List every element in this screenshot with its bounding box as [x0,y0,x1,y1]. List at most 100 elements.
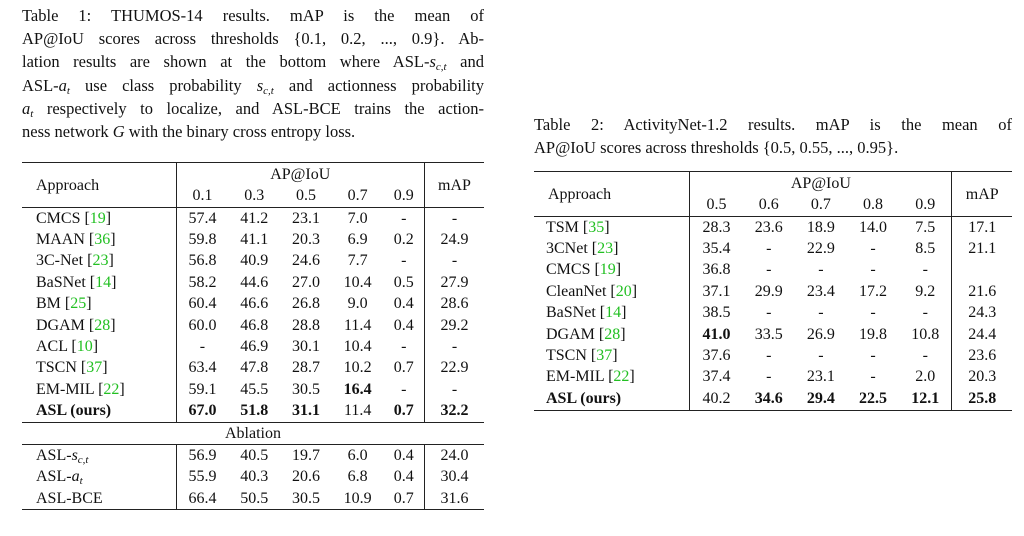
cell-value: - [766,240,772,258]
ap-value: 20.6 [280,467,332,488]
table-row: TSCN [37] 63.4 47.8 28.7 10.2 0.7 22.9 [22,357,484,380]
cell-value: 55.9 [188,468,217,486]
ap-value: - [847,238,899,259]
cell-value: 17.1 [968,218,997,236]
threshold-0.5: 0.5 [689,194,743,217]
cell-value: 37.1 [702,282,731,300]
caption-line: ness network G with the binary cross ent… [22,120,484,143]
cell-value: 24.9 [440,231,469,249]
map-value: 29.2 [423,314,484,337]
ap-value: 35.4 [690,238,743,259]
cell-value: 10.4 [343,273,372,291]
approach-name: MAAN [36] [22,229,177,251]
caption-text: lation results are shown at the bottom w… [22,52,430,72]
ablation-label: Ablation [22,422,484,446]
cell-value: 56.9 [188,446,217,464]
ap-value: 10.2 [332,358,384,379]
cell-value: 28.8 [291,316,320,334]
ap-value: 22.9 [795,238,847,259]
bold-value: 67.0 [188,402,216,419]
cell-value: 41.2 [240,209,269,227]
map-value: 22.9 [423,357,484,380]
map-value: 20.3 [951,366,1012,389]
caption-text: with the binary cross entropy loss. [124,122,356,142]
ap-value: - [847,260,899,281]
bold-value: 31.1 [292,402,320,419]
ap-value: - [384,251,425,272]
approach-name: TSCN [37] [534,345,691,367]
cell-value: 41.1 [240,231,269,249]
cell-value: - [870,240,876,258]
ap-value: - [847,367,899,388]
method-name: EM-MIL [36,380,95,398]
ap-value: 47.8 [228,358,280,379]
caption-line: lation results are shown at the bottom w… [22,50,484,73]
ap-value: - [384,379,425,400]
ap-value: 66.4 [176,488,229,511]
ap-value: 7.0 [332,208,384,230]
ap-value: 30.1 [280,336,332,357]
citation-ref: 25 [70,295,87,313]
table-row: CMCS [19] 36.8 - - - - [534,259,1012,282]
cell-value: 20.3 [291,231,320,249]
citation-ref: 37 [596,347,613,365]
caption-line: Table 1: THUMOS-14 results. mAP is the m… [22,4,484,27]
cell-value: 59.8 [188,231,217,249]
approach-header: Approach [534,171,691,217]
cell-value: - [766,347,772,365]
cell-value: 29.4 [806,389,835,407]
citation-ref: 28 [94,316,111,334]
threshold-0.6: 0.6 [742,194,795,217]
citation-ref: 37 [86,359,103,377]
ap-value: - [847,345,899,366]
cell-value: 40.5 [240,446,269,464]
cell-value: 23.4 [806,282,835,300]
header-row: Approach AP@IoU mAP [22,162,484,208]
cell-value: 58.2 [188,273,217,291]
cell-value: 22.9 [806,240,835,258]
method-name: ASL- [36,446,72,464]
map-header: mAP [423,162,484,208]
cell-value: 25.8 [968,389,997,407]
ap-value: 28.8 [280,315,332,336]
ap-value: 17.2 [847,281,899,302]
ap-value: 59.1 [176,379,228,400]
ap-value: 41.2 [228,208,280,230]
ap-value: 33.5 [743,324,795,345]
ap-value: 23.1 [280,208,332,230]
ap-value: 9.2 [899,281,952,302]
cell-value: 21.6 [968,282,997,300]
cell-value: - [401,380,407,398]
ap-value: 44.6 [228,272,280,293]
approach-name: TSCN [37] [22,357,177,380]
approach-name: CleanNet [20] [534,281,691,303]
ap-value: 23.6 [743,217,795,239]
cell-value: 51.8 [240,402,269,420]
ap-value: 23.4 [795,281,847,302]
ap-value: 7.5 [899,217,952,239]
math-subscript: t [79,475,83,488]
math-symbol: a [22,98,31,118]
ap-value: 51.8 [228,400,281,423]
cell-value: 23.1 [806,368,835,386]
ablation-header-row: Ablation [22,422,484,446]
table-row: EM-MIL [22] 59.1 45.5 30.5 16.4 - - [22,379,484,401]
approach-name: EM-MIL [22] [22,379,177,401]
map-value: 31.6 [423,488,484,511]
method-name: BaSNet [546,304,596,322]
ap-value: 0.4 [384,294,425,315]
caption-line: ASL-at use class probability sc,t and ac… [22,74,484,97]
cell-value: 23.1 [291,209,320,227]
map-value: 24.0 [423,444,484,467]
cell-value: 22.9 [440,359,469,377]
table-row: DGAM [28] 41.0 33.5 26.9 19.8 10.8 24.4 [534,323,1012,346]
caption-text: Table 2: ActivityNet-1.2 results. mAP is… [534,115,1012,134]
method-name: CMCS [36,209,81,227]
cell-value: 7.0 [347,209,368,227]
cell-value: 0.4 [393,316,414,334]
citation-ref: 23 [92,252,109,270]
ap-value: - [176,336,228,357]
cell-value: 24.0 [440,446,469,464]
ap-value: - [795,303,847,324]
ap-value: 46.8 [228,315,280,336]
